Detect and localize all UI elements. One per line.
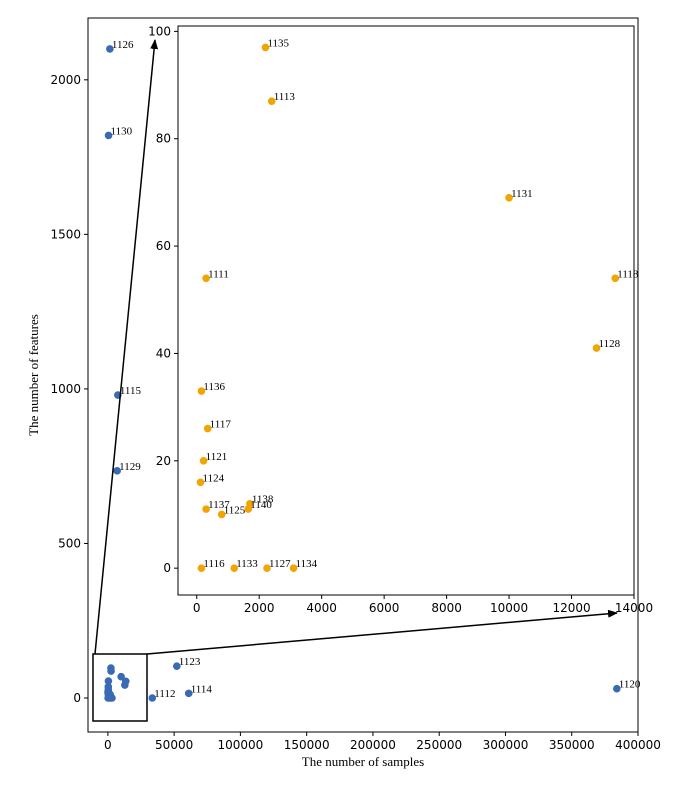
main-x-tick-label: 100000 xyxy=(218,738,264,752)
inset-point-label: 1133 xyxy=(236,558,258,570)
main-plot-frame xyxy=(87,17,639,733)
inset-point-label: 1131 xyxy=(511,188,533,200)
inset-plot-background xyxy=(178,26,634,595)
inset-point-label: 1136 xyxy=(203,381,225,393)
main-data-point xyxy=(121,681,129,689)
inset-data-point xyxy=(611,274,620,283)
inset-data-point xyxy=(289,564,298,572)
inset-plot-frame xyxy=(177,25,635,596)
inset-point-label: 1124 xyxy=(202,472,224,484)
main-data-point xyxy=(106,45,114,53)
main-y-tick-label: 2000 xyxy=(50,73,81,87)
main-data-point xyxy=(612,684,621,693)
inset-point-label: 1125 xyxy=(224,504,246,516)
main-y-tick-label: 500 xyxy=(58,536,81,550)
inset-x-tick-label: 0 xyxy=(193,601,201,615)
inset-x-tick-label: 8000 xyxy=(431,601,462,615)
inset-y-tick-label: 60 xyxy=(156,239,171,253)
inset-data-point xyxy=(199,457,208,465)
inset-y-tick-label: 20 xyxy=(156,454,171,468)
inset-data-point xyxy=(197,387,206,395)
inset-data-point xyxy=(202,274,210,283)
inset-point-label: 1135 xyxy=(267,37,289,49)
main-data-point xyxy=(184,689,193,698)
main-y-tick-label: 0 xyxy=(73,691,81,705)
inset-point-label: 1137 xyxy=(208,499,230,511)
main-point-label: 1112 xyxy=(154,688,175,700)
inset-x-tick-label: 4000 xyxy=(306,601,337,615)
zoom-region-box xyxy=(92,653,148,722)
inset-y-tick-label: 100 xyxy=(148,24,171,38)
inset-points: 1135 1113 1131 1111 1118 1128 1136 1117 1121 1124… xyxy=(196,37,639,572)
inset-point-label: 1117 xyxy=(210,419,232,431)
main-data-point xyxy=(172,662,181,670)
main-data-point xyxy=(117,672,125,681)
inset-point-label: 1111 xyxy=(208,268,229,280)
main-x-tick-label: 400000 xyxy=(615,738,661,752)
main-x-tick-label: 0 xyxy=(104,738,112,752)
inset-point-label: 1127 xyxy=(269,558,291,570)
inset-point-label: 1121 xyxy=(206,451,228,463)
inset-x-tick-label: 12000 xyxy=(552,601,590,615)
inset-data-point xyxy=(202,505,210,513)
main-x-ticks: 0 50000 100000 150000 200000 250000 300000 3500… xyxy=(104,732,661,752)
main-x-tick-label: 350000 xyxy=(549,738,595,752)
main-x-tick-label: 150000 xyxy=(284,738,330,752)
main-point-label: 1114 xyxy=(191,683,213,695)
inset-data-point xyxy=(230,564,239,572)
main-x-tick-label: 250000 xyxy=(416,738,462,752)
inset-data-point xyxy=(203,424,212,433)
inset-data-point xyxy=(217,510,226,519)
x-axis-title: The number of samples xyxy=(302,754,424,769)
inset-y-tick-label: 80 xyxy=(156,132,171,146)
inset-point-label: 1113 xyxy=(274,91,296,103)
inset-data-point xyxy=(592,344,601,352)
inset-point-label: 1140 xyxy=(250,499,272,511)
main-x-tick-label: 200000 xyxy=(350,738,396,752)
inset-x-tick-label: 10000 xyxy=(490,601,528,615)
main-point-label: 1130 xyxy=(111,125,133,137)
inset-point-label: 1118 xyxy=(617,268,639,280)
zoom-arrow-left xyxy=(94,39,159,655)
inset-x-tick-label: 14000 xyxy=(615,601,653,615)
main-point-label: 1129 xyxy=(119,461,141,473)
inset-point-label: 1138 xyxy=(252,494,274,506)
y-axis-title: The number of features xyxy=(26,314,41,436)
main-data-point xyxy=(107,667,115,675)
inset-x-tick-label: 6000 xyxy=(369,601,400,615)
main-x-tick-label: 50000 xyxy=(155,738,193,752)
inset-y-tick-label: 40 xyxy=(156,346,171,360)
main-point-label: 1126 xyxy=(112,39,134,51)
inset-data-point xyxy=(261,43,270,52)
inset-data-point xyxy=(263,564,271,572)
main-y-ticks: 0 500 1000 1500 2000 xyxy=(50,73,88,705)
inset-y-tick-label: 0 xyxy=(163,561,171,575)
main-data-point xyxy=(104,131,113,140)
main-y-tick-label: 1000 xyxy=(50,382,81,396)
main-data-point xyxy=(148,694,157,702)
main-y-tick-label: 1500 xyxy=(50,227,81,241)
main-points: 1126 1130 1115 1129 1123 1114 1112 1120 xyxy=(104,39,641,702)
main-data-point xyxy=(113,467,121,475)
zoom-arrow-right xyxy=(146,609,618,655)
inset-x-ticks: 0 2000 4000 6000 8000 10000 12000 14000 xyxy=(193,595,653,615)
inset-data-point xyxy=(244,505,253,513)
main-point-label: 1115 xyxy=(120,385,142,397)
inset-data-point xyxy=(267,97,276,105)
main-point-label: 1120 xyxy=(619,679,641,691)
inset-point-label: 1116 xyxy=(203,558,225,570)
inset-data-point xyxy=(196,478,205,487)
inset-point-label: 1128 xyxy=(599,338,621,350)
inset-data-point xyxy=(505,193,513,202)
inset-data-point xyxy=(197,564,206,572)
inset-y-ticks: 0 20 40 60 80 100 xyxy=(148,24,178,575)
main-point-label: 1123 xyxy=(179,656,201,668)
main-data-point xyxy=(108,694,116,702)
main-x-tick-label: 300000 xyxy=(483,738,529,752)
main-data-point xyxy=(104,677,113,685)
inset-point-label: 1134 xyxy=(296,558,318,570)
inset-x-tick-label: 2000 xyxy=(244,601,275,615)
